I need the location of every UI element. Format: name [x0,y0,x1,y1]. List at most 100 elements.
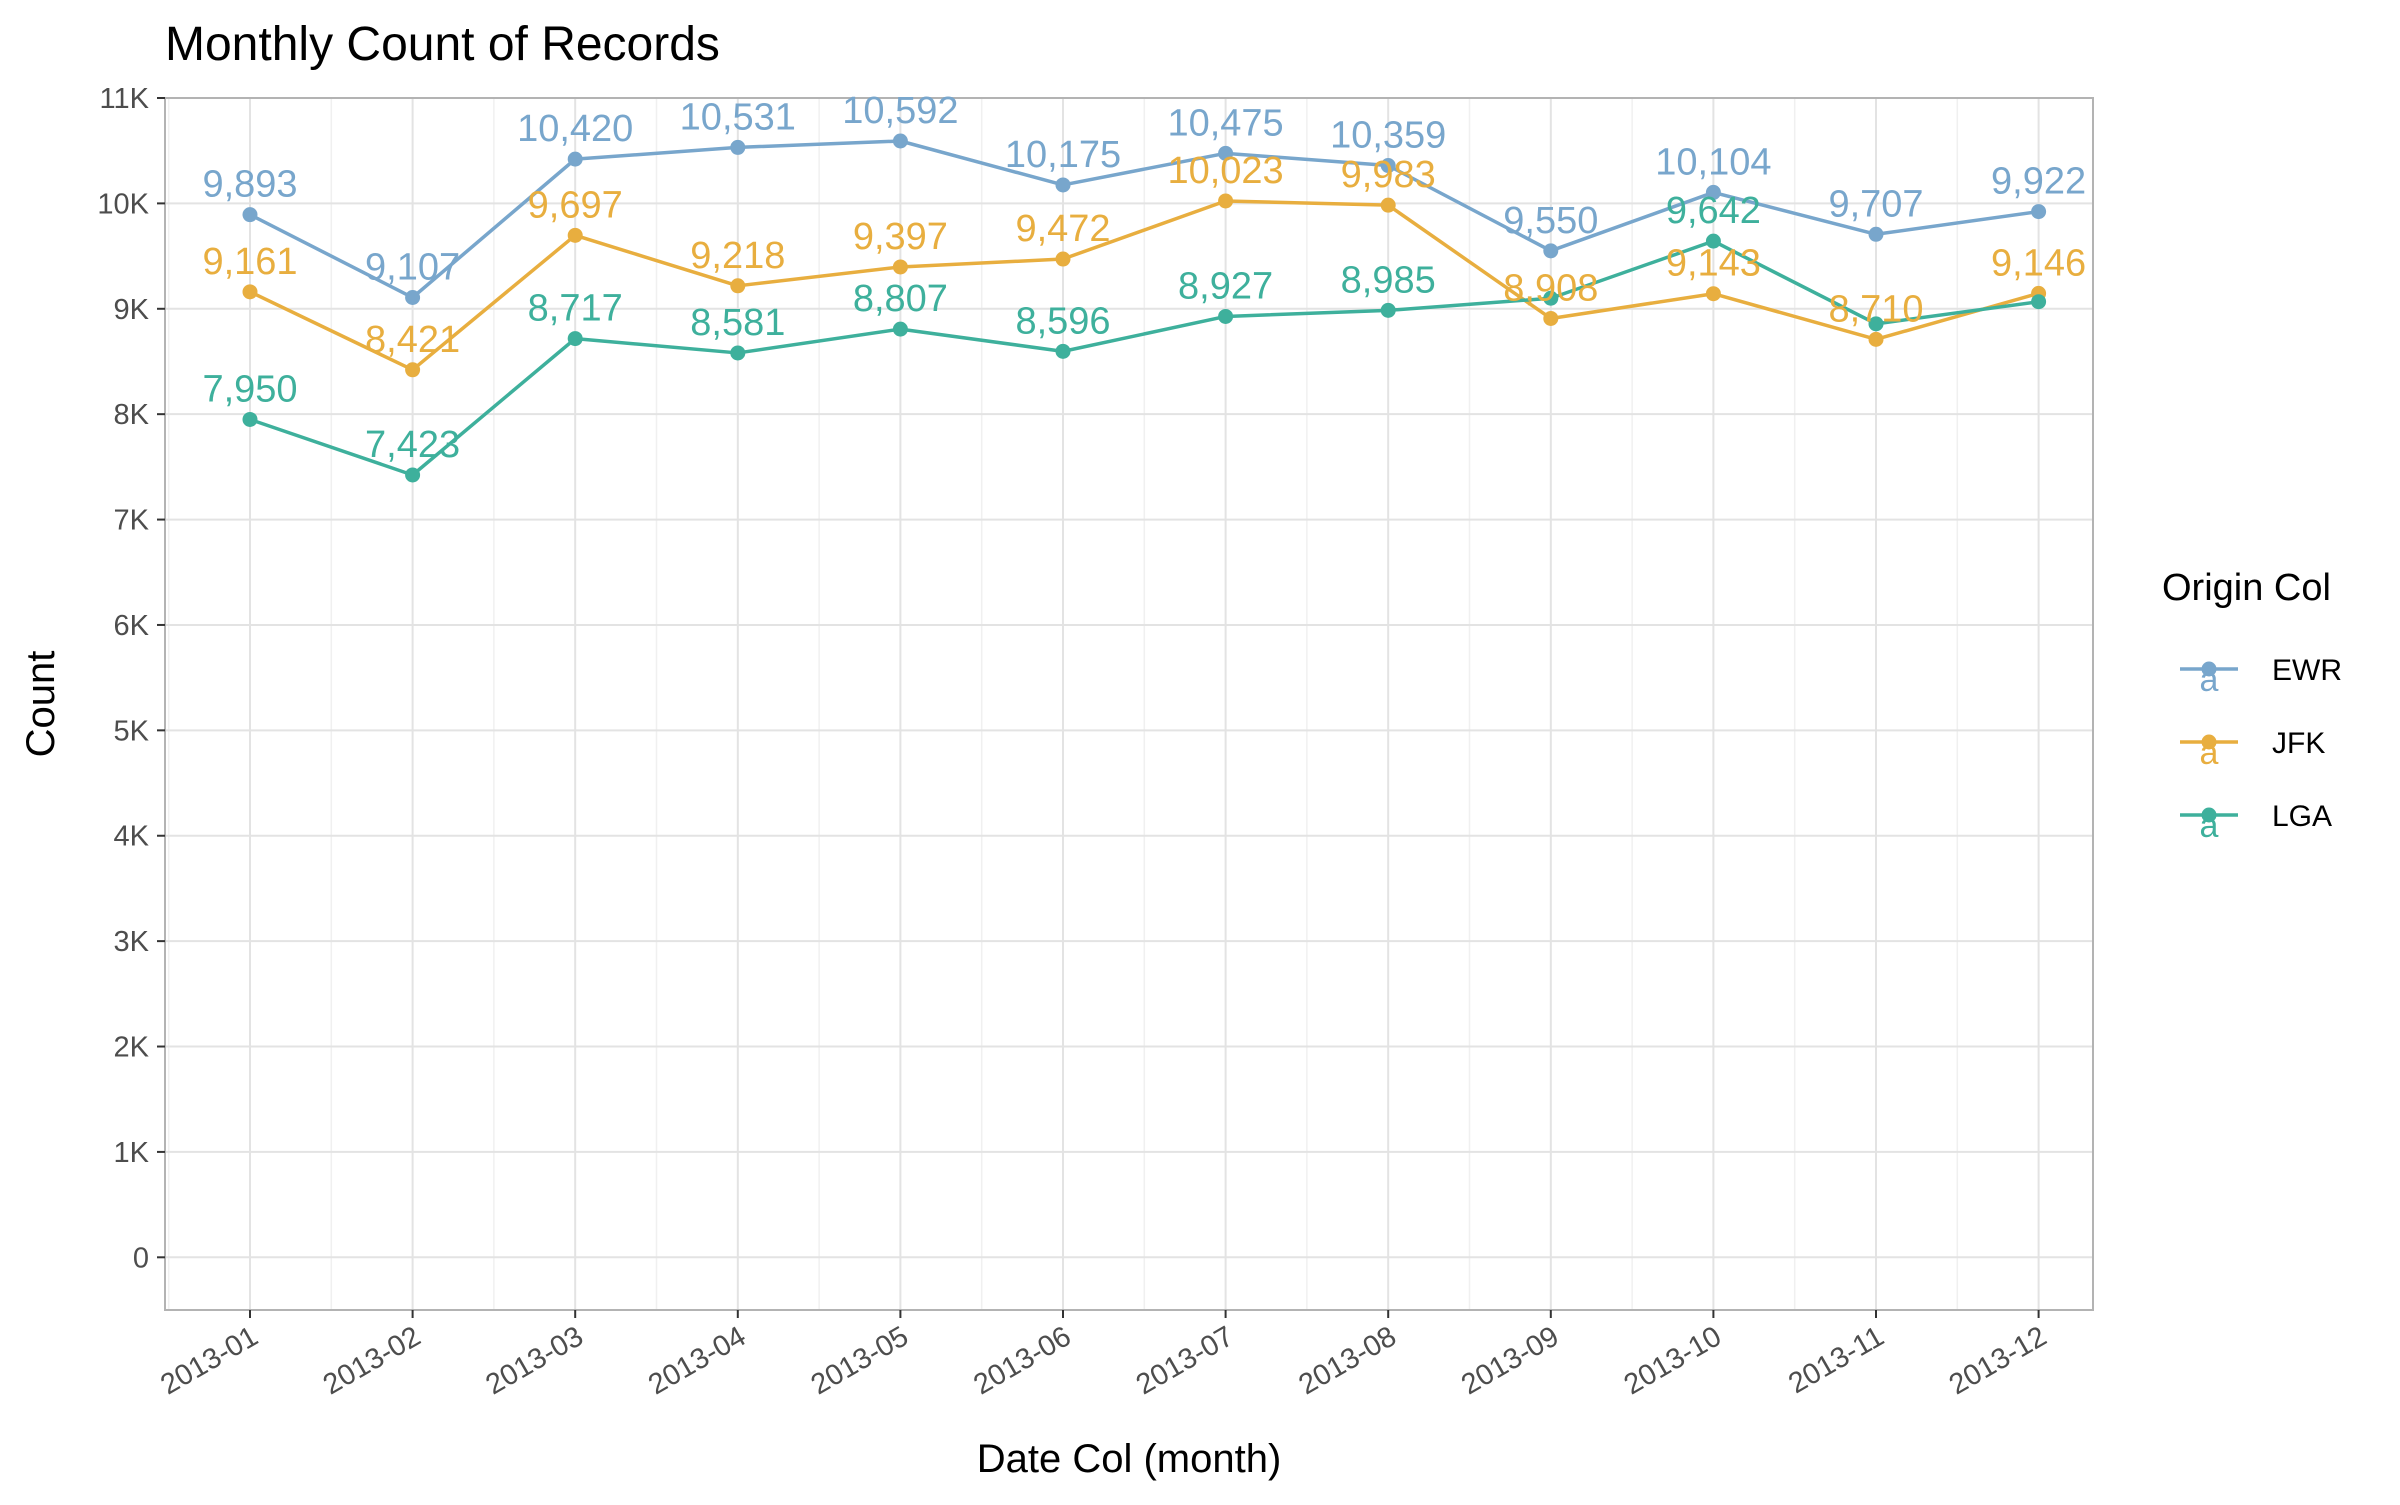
y-tick-label: 9K [114,294,150,326]
series-line [249,199,2040,372]
x-axis-title: Date Col (month) [977,1437,1282,1481]
y-tick-label: 8K [114,399,150,431]
data-label: 8,807 [853,278,948,320]
data-point [405,362,421,378]
data-point [1543,310,1559,326]
data-label: 8,421 [365,319,460,361]
series-lga [242,233,2047,483]
legend-label: LGA [2272,800,2332,833]
data-point [242,207,258,223]
data-point [1055,251,1071,267]
data-point [405,467,421,483]
x-tick-label: 2013-04 [643,1320,751,1401]
data-label: 9,697 [528,184,623,226]
data-point [892,133,908,149]
data-label: 10,475 [1167,102,1283,144]
data-point [405,290,421,306]
y-tick-label: 7K [114,505,150,537]
legend: Origin Col a EWR a JFK a LGA [2162,567,2342,845]
data-label: 9,472 [1015,208,1110,250]
data-label: 8,596 [1015,300,1110,342]
x-tick-label: 2013-08 [1294,1320,1402,1401]
data-label: 10,420 [517,108,633,150]
data-point [567,331,583,347]
data-point [1218,145,1234,161]
y-tick-label: 11K [100,83,150,115]
data-label: 8,581 [690,302,785,344]
data-point [1705,233,1721,249]
series-layer [242,133,2047,483]
legend-glyph: a [2200,661,2219,699]
x-tick-label: 2013-01 [155,1320,263,1401]
y-tick-label: 1K [114,1137,150,1169]
data-label: 9,143 [1666,243,1761,285]
x-tick-label: 2013-07 [1131,1320,1239,1401]
data-point [567,151,583,167]
data-label: 8,710 [1828,288,1923,330]
series-line [249,239,2039,477]
x-tick-label: 2013-12 [1944,1320,2052,1401]
y-axis-title: Count [19,651,63,758]
x-tick-label: 2013-11 [1783,1320,1889,1400]
data-point [1705,184,1721,200]
data-point [892,321,908,337]
y-tick-label: 5K [114,715,150,747]
data-point [730,139,746,155]
x-tick-label: 2013-09 [1456,1320,1564,1401]
data-point [1543,243,1559,259]
data-label: 10,175 [1005,134,1121,176]
data-label: 7,423 [365,424,460,466]
legend-point [2201,734,2217,750]
data-label: 7,950 [202,368,297,410]
y-tick-label: 0 [133,1242,149,1274]
data-point [892,259,908,275]
y-tick-label: 3K [114,926,150,958]
data-point [1055,177,1071,193]
data-label: 9,146 [1991,242,2086,284]
data-point [2031,294,2047,310]
data-point [1218,308,1234,324]
x-tick-label: 2013-06 [968,1320,1076,1401]
x-tick-label: 2013-05 [806,1320,914,1401]
x-axis: 2013-01 2013-02 2013-03 2013-04 2013-05 2013-… [155,1310,2052,1401]
data-label: 9,218 [690,235,785,277]
legend-title: Origin Col [2162,567,2331,609]
data-point [1705,286,1721,302]
legend-label: EWR [2272,654,2342,687]
grid [165,97,2093,1310]
data-label: 10,023 [1167,150,1283,192]
data-label: 10,531 [680,96,796,138]
legend-label: JFK [2272,727,2325,760]
chart-title: Monthly Count of Records [165,18,720,71]
y-tick-label: 6K [114,610,150,642]
legend-item-lga: a LGA [2180,800,2332,845]
data-label: 9,107 [365,247,460,289]
data-label: 9,161 [202,241,297,283]
data-label: 10,104 [1655,141,1771,183]
series-jfk [242,193,2047,378]
series-line [249,139,2039,300]
data-label: 8,927 [1178,265,1273,307]
data-label: 10,359 [1330,115,1446,157]
data-point [1055,343,1071,359]
data-label: 10,592 [842,90,958,132]
data-point [1380,197,1396,213]
legend-glyph: a [2200,734,2219,772]
data-label: 9,707 [1828,183,1923,225]
data-point [1380,158,1396,174]
data-label: 9,550 [1503,200,1598,242]
data-point [730,278,746,294]
data-label: 9,922 [1991,161,2086,203]
data-point [567,227,583,243]
x-tick-label: 2013-03 [481,1320,589,1401]
legend-glyph: a [2200,807,2219,845]
legend-item-jfk: a JFK [2180,727,2325,772]
data-point [1218,193,1234,209]
data-point [1868,226,1884,242]
data-point [1868,331,1884,347]
legend-items: a EWR a JFK a LGA [2180,654,2342,845]
data-label: 8,908 [1503,267,1598,309]
data-point [2031,204,2047,220]
